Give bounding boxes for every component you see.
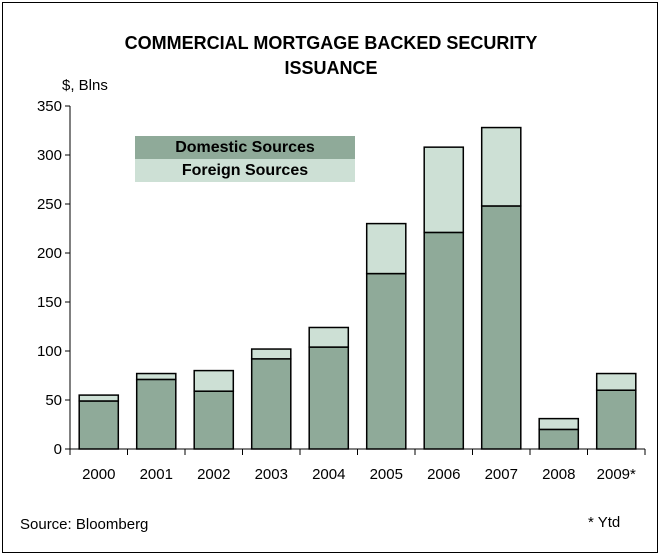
bar-foreign: [135, 372, 177, 381]
bar-domestic: [365, 272, 407, 450]
bar-domestic: [480, 205, 522, 450]
y-tick-label: 250: [37, 196, 62, 213]
bar-domestic: [595, 389, 637, 450]
bar-foreign: [78, 394, 120, 402]
bar-domestic: [538, 428, 580, 450]
y-tick-label: 100: [37, 343, 62, 360]
bar-foreign: [365, 222, 407, 275]
bar-domestic: [423, 231, 465, 450]
x-tick-label: 2002: [197, 466, 230, 483]
bar-domestic: [135, 378, 177, 450]
bar-foreign: [595, 372, 637, 391]
y-axis-unit-label: $, Blns: [62, 77, 108, 94]
chart-title: COMMERCIAL MORTGAGE BACKED SECURITY: [124, 33, 538, 53]
legend-label-domestic: Domestic Sources: [175, 139, 315, 156]
y-tick-label: 350: [37, 98, 62, 115]
x-tick-label: 2009*: [597, 466, 636, 483]
bar-foreign: [480, 126, 522, 207]
y-tick-label: 150: [37, 294, 62, 311]
footnote: * Ytd: [588, 514, 621, 531]
chart-title-line2: ISSUANCE: [284, 58, 378, 78]
bar-foreign: [538, 417, 580, 431]
bar-domestic: [308, 346, 350, 450]
bar-foreign: [250, 348, 292, 360]
bar-domestic: [193, 390, 235, 450]
bar-foreign: [193, 369, 235, 392]
x-tick-label: 2000: [82, 466, 115, 483]
bar-domestic: [78, 400, 120, 450]
y-tick-label: 50: [45, 392, 62, 409]
x-tick-label: 2005: [370, 466, 403, 483]
x-tick-label: 2004: [312, 466, 345, 483]
source-note: Source: Bloomberg: [20, 516, 149, 533]
legend-label-foreign: Foreign Sources: [181, 162, 309, 179]
y-tick-label: 200: [37, 245, 62, 262]
legend-item-domestic: Domestic Sources: [135, 136, 355, 159]
x-tick-label: 2007: [485, 466, 518, 483]
bar-foreign: [423, 146, 465, 234]
legend-item-foreign: Foreign Sources: [135, 159, 355, 182]
bar-domestic: [250, 358, 292, 450]
x-tick-label: 2008: [542, 466, 575, 483]
y-tick-label: 0: [54, 441, 62, 458]
x-tick-label: 2001: [140, 466, 173, 483]
y-tick-label: 300: [37, 147, 62, 164]
x-tick-label: 2003: [255, 466, 288, 483]
x-tick-label: 2006: [427, 466, 460, 483]
bar-foreign: [308, 326, 350, 348]
